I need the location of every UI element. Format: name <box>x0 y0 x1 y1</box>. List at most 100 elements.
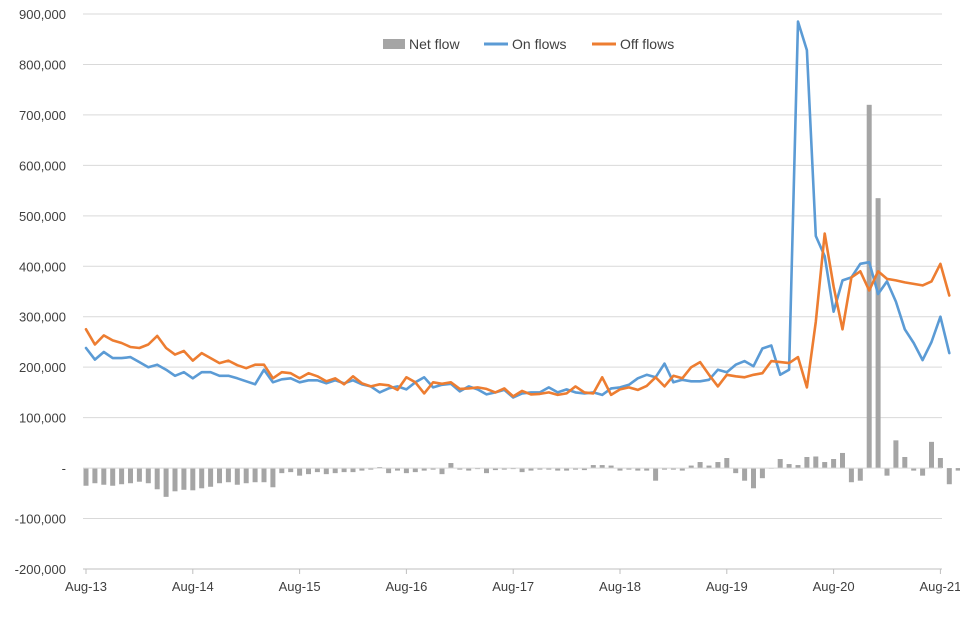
net-flow-bar <box>261 468 267 483</box>
y-tick-label: 700,000 <box>19 108 66 123</box>
net-flow-bar <box>395 468 400 471</box>
y-tick-label: -100,000 <box>15 512 66 527</box>
x-tick-label: Aug-21 <box>919 579 960 594</box>
legend-net-flow-swatch <box>383 39 405 49</box>
net-flow-bar <box>920 468 926 476</box>
x-tick-label: Aug-19 <box>706 579 748 594</box>
net-flow-bar <box>484 468 489 474</box>
y-tick-label: 400,000 <box>19 259 66 274</box>
net-flow-bar <box>288 468 294 473</box>
x-tick-label: Aug-13 <box>65 579 107 594</box>
net-flow-bar <box>564 468 570 471</box>
net-flow-bar <box>199 468 205 489</box>
net-flow-bar <box>813 456 819 469</box>
net-flow-bar <box>448 463 454 469</box>
net-flow-bar <box>831 459 837 469</box>
net-flow-bar <box>297 468 303 476</box>
net-flow-bar <box>172 468 178 492</box>
net-flow-bar <box>911 468 917 471</box>
net-flow-bar <box>653 468 659 481</box>
on-flows-line <box>84 20 951 399</box>
net-flow-bar <box>857 468 863 481</box>
net-flow-bar <box>368 468 374 470</box>
net-flow-bar <box>217 468 222 484</box>
net-flow-bar <box>590 465 596 469</box>
net-flow-bar <box>581 468 587 471</box>
net-flow-bar <box>777 459 783 469</box>
y-tick-label: 800,000 <box>19 57 66 72</box>
net-flow-bar <box>501 468 507 470</box>
net-flow-bar <box>377 467 383 469</box>
net-flow-bar <box>145 468 151 484</box>
net-flow-bar <box>884 468 890 476</box>
net-flow-bar <box>706 465 712 469</box>
legend-net-flow-label: Net flow <box>409 36 460 52</box>
net-flow-bar <box>724 458 730 469</box>
net-flow-bar <box>786 464 792 469</box>
net-flow-bar <box>599 465 605 469</box>
net-flow-bar <box>751 468 756 489</box>
net-flow-bar <box>848 468 854 483</box>
x-tick-label: Aug-17 <box>492 579 534 594</box>
net-flow-bar <box>92 468 98 484</box>
y-tick-label: -200,000 <box>15 562 66 577</box>
net-flow-bar <box>733 468 739 474</box>
y-tick-label: 900,000 <box>19 7 66 22</box>
net-flow-bar <box>332 468 338 474</box>
net-flow-bar <box>840 452 845 469</box>
net-flow-bar <box>412 468 418 473</box>
net-flow-bar <box>893 440 899 469</box>
x-tick-label: Aug-16 <box>385 579 427 594</box>
net-flow-bar <box>430 468 436 470</box>
net-flow-bar <box>875 198 881 469</box>
net-flow-bar <box>136 468 142 482</box>
net-flow-bar <box>421 468 427 471</box>
net-flow-bar <box>528 468 534 471</box>
net-flow-bar <box>466 468 472 471</box>
y-tick-label: 200,000 <box>19 360 66 375</box>
net-flow-bar <box>617 468 623 471</box>
net-flow-bar <box>110 468 116 486</box>
net-flow-bar <box>662 468 667 470</box>
net-flow-bar <box>101 468 107 485</box>
net-flow-bar <box>670 468 676 470</box>
net-flow-bar <box>688 465 694 469</box>
net-flow-bar <box>457 468 463 470</box>
net-flow-bar <box>181 468 187 490</box>
net-flow-bar <box>252 468 258 483</box>
net-flow-bar <box>955 468 960 471</box>
net-flow-bar <box>635 468 641 471</box>
net-flow-bar <box>359 468 365 471</box>
x-tick-label: Aug-14 <box>172 579 214 594</box>
net-flow-bar <box>163 468 169 497</box>
net-flow-bar <box>929 441 934 469</box>
net-flow-bar <box>697 462 703 469</box>
net-flow-bar <box>679 468 685 471</box>
net-flow-bar <box>243 468 249 484</box>
net-flow-bar <box>279 468 285 474</box>
net-flow-bar <box>439 468 445 475</box>
y-tick-label: - <box>62 461 66 476</box>
net-flow-bar <box>555 468 561 471</box>
y-tick-label: 100,000 <box>19 411 66 426</box>
net-flow-bar <box>350 468 356 473</box>
net-flow-bar <box>306 468 311 475</box>
net-flow-bar <box>608 465 614 469</box>
net-flow-bar <box>83 468 89 486</box>
x-tick-label: Aug-15 <box>279 579 321 594</box>
net-flow-bar <box>715 462 721 469</box>
net-flow-bar <box>341 468 347 473</box>
net-flow-bar <box>314 468 320 473</box>
net-flow-bar <box>759 468 765 479</box>
net-flow-bar <box>742 468 748 481</box>
net-flow-bar <box>644 468 650 471</box>
x-axis: Aug-13 Aug-14 Aug-15 Aug-16 Aug-17 Aug-18 Aug-… <box>65 467 960 594</box>
net-flow-bar <box>270 468 276 488</box>
net-flow-bar <box>154 468 160 490</box>
y-tick-label: 600,000 <box>19 158 66 173</box>
net-flow-bar <box>510 468 516 470</box>
y-axis: -200,000-100,000-100,000200,000300,00040… <box>15 7 66 577</box>
net-flow-bar <box>795 465 801 469</box>
net-flow-bar <box>403 468 409 474</box>
